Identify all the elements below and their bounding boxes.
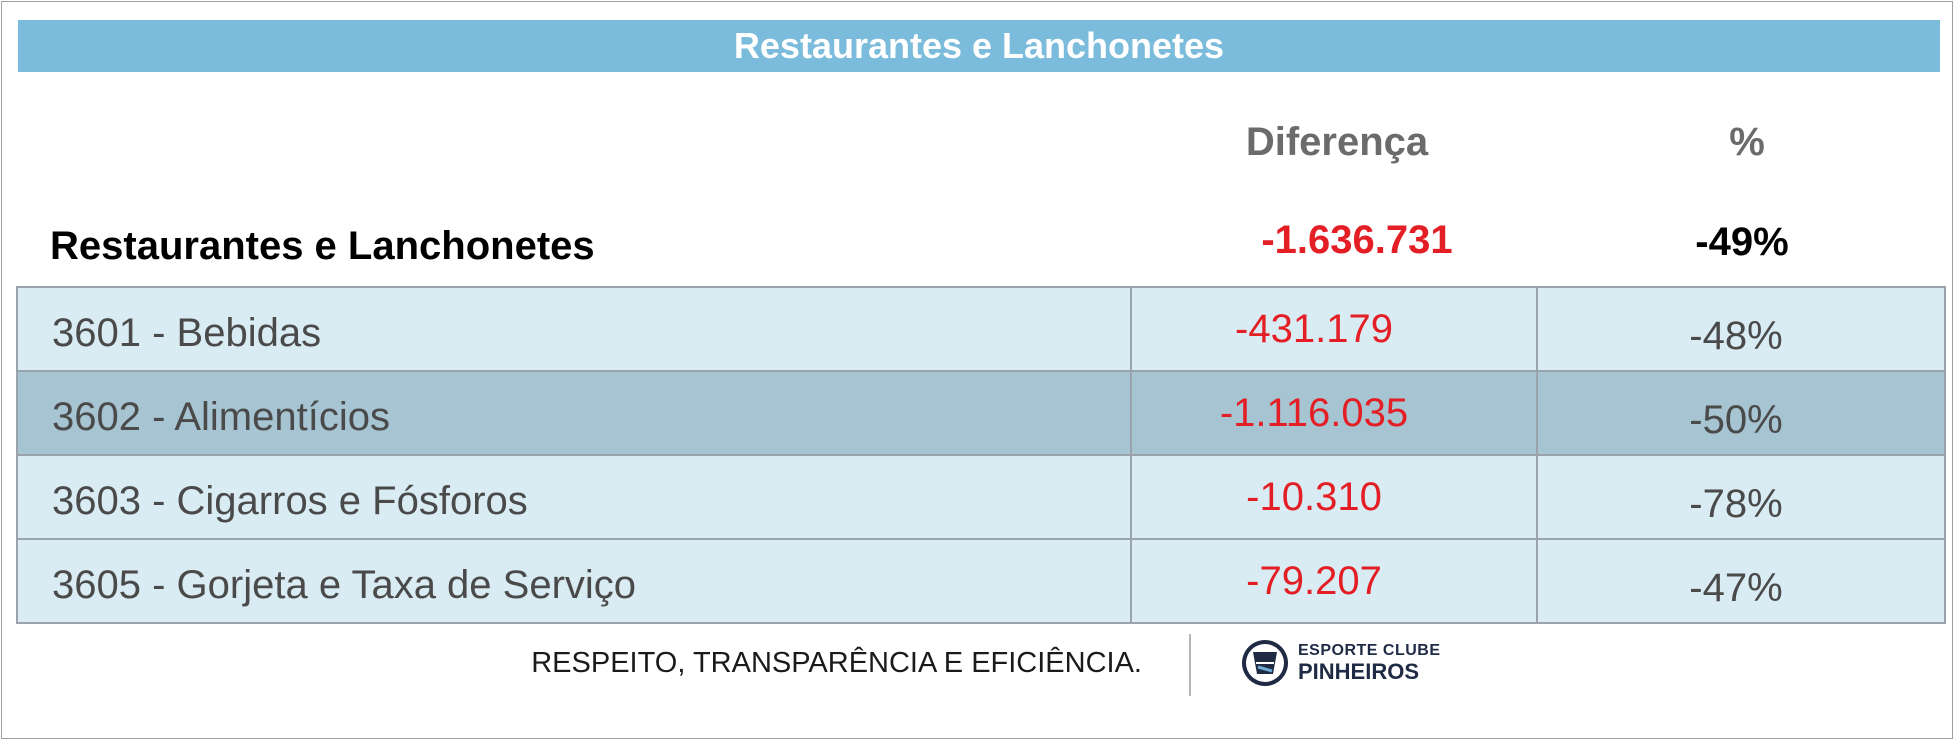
row-diferenca: -1.116.035 xyxy=(1130,370,1538,456)
total-percent: -49% xyxy=(1695,220,1789,264)
footer-divider xyxy=(1189,634,1191,696)
row-label: 3602 - Alimentícios xyxy=(16,370,1132,456)
logo-text-bottom: PINHEIROS xyxy=(1298,659,1420,684)
title-bar: Restaurantes e Lanchonetes xyxy=(18,20,1940,72)
column-header-diferenca: Diferença xyxy=(1245,120,1429,164)
page-title: Restaurantes e Lanchonetes xyxy=(733,25,1225,66)
row-percent: -78% xyxy=(1536,454,1946,540)
column-header-percent: % xyxy=(1729,120,1765,164)
table-row: 3601 - Bebidas -431.179 -48% xyxy=(16,286,1946,372)
logo-text-top: ESPORTE CLUBE xyxy=(1298,642,1441,659)
table-row: 3603 - Cigarros e Fósforos -10.310 -78% xyxy=(16,454,1946,540)
row-diferenca: -10.310 xyxy=(1130,454,1538,540)
total-label: Restaurantes e Lanchonetes xyxy=(50,224,595,268)
row-percent: -47% xyxy=(1536,538,1946,624)
row-diferenca: -431.179 xyxy=(1130,286,1538,372)
table-row: 3605 - Gorjeta e Taxa de Serviço -79.207… xyxy=(16,538,1946,624)
row-diferenca: -79.207 xyxy=(1130,538,1538,624)
row-percent: -50% xyxy=(1536,370,1946,456)
club-crest-icon xyxy=(1242,640,1288,686)
row-label: 3601 - Bebidas xyxy=(16,286,1132,372)
row-label: 3605 - Gorjeta e Taxa de Serviço xyxy=(16,538,1132,624)
footer-slogan: RESPEITO, TRANSPARÊNCIA E EFICIÊNCIA. xyxy=(531,647,1142,679)
total-diferenca: -1.636.731 xyxy=(1261,218,1453,262)
row-label: 3603 - Cigarros e Fósforos xyxy=(16,454,1132,540)
row-percent: -48% xyxy=(1536,286,1946,372)
data-table: 3601 - Bebidas -431.179 -48% 3602 - Alim… xyxy=(16,286,1946,624)
table-row: 3602 - Alimentícios -1.116.035 -50% xyxy=(16,370,1946,456)
club-logo: ESPORTE CLUBE PINHEIROS xyxy=(1240,638,1441,688)
